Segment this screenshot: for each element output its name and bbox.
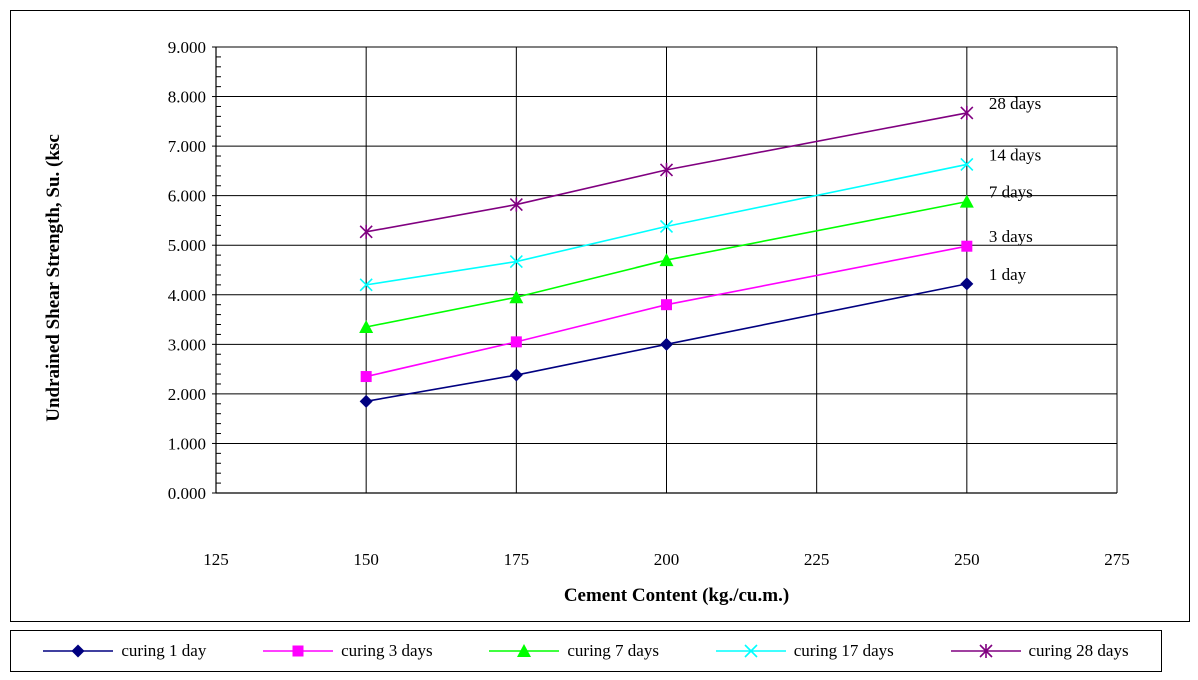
data-point-1-2 <box>509 368 523 382</box>
legend-marker-1 <box>71 644 85 658</box>
legend-swatch-5 <box>950 644 1021 658</box>
legend-marker-5 <box>978 644 993 658</box>
legend-swatch-4 <box>715 644 786 658</box>
data-point-4-3 <box>659 219 674 233</box>
legend-swatch-1 <box>43 644 114 658</box>
x-tick-label-1: 150 <box>353 550 379 569</box>
data-point-4-2 <box>509 255 523 269</box>
data-point-2-4 <box>961 240 973 252</box>
legend-marker-2 <box>292 645 304 657</box>
legend-item-5: curing 28 days <box>950 641 1129 661</box>
legend-item-1: curing 1 day <box>43 641 206 661</box>
data-point-1-1 <box>359 394 373 408</box>
data-point-5-2 <box>509 197 523 212</box>
legend-label-3: curing 7 days <box>567 641 659 660</box>
y-tick-label-1: 1.000 <box>168 434 206 453</box>
y-axis-title: Undrained Shear Strength, Su. (ksc <box>43 134 64 422</box>
data-point-4-1 <box>359 278 373 292</box>
legend-label-5: curing 28 days <box>1028 641 1129 660</box>
x-tick-label-6: 275 <box>1104 550 1130 569</box>
y-tick-label-2: 2.000 <box>168 385 206 404</box>
series-end-label-1: 1 day <box>989 265 1027 284</box>
data-point-3-1 <box>359 319 374 333</box>
data-point-3-3 <box>659 253 674 267</box>
legend-item-4: curing 17 days <box>715 641 894 661</box>
legend-item-2: curing 3 days <box>263 641 433 661</box>
legend-marker-4 <box>744 644 758 658</box>
data-point-2-1 <box>360 371 372 383</box>
data-point-4-4 <box>960 157 974 172</box>
legend-swatch-3 <box>489 644 560 657</box>
series-1: 1 day <box>359 265 1027 408</box>
y-tick-label-3: 3.000 <box>168 335 206 354</box>
line-chart: 0.000 1.000 2.000 3.000 4.000 5.000 6.000 7.000… <box>43 38 1130 606</box>
legend-label-4: curing 17 days <box>793 641 894 660</box>
series-end-label-5: 28 days <box>989 94 1041 113</box>
x-tick-label-5: 250 <box>954 550 980 569</box>
data-point-5-1 <box>359 224 373 239</box>
series-end-label-3: 7 days <box>989 183 1033 202</box>
series-line-2 <box>365 245 967 378</box>
data-point-3-2 <box>509 290 524 304</box>
y-tick-label-9: 9.000 <box>168 38 206 57</box>
data-point-3-4 <box>959 194 974 208</box>
legend-swatch-2 <box>263 645 334 657</box>
y-tick-label-5: 5.000 <box>168 236 206 255</box>
series-line-3 <box>366 200 967 328</box>
data-point-5-4 <box>960 105 974 120</box>
legend-marker-3 <box>517 644 532 657</box>
series-end-label-2: 3 days <box>989 227 1033 246</box>
data-point-5-3 <box>659 162 674 177</box>
legend-label-1: curing 1 day <box>121 641 207 660</box>
series-4: 14 days <box>359 145 1041 292</box>
y-tick-label-6: 6.000 <box>168 187 206 206</box>
y-tick-label-4: 4.000 <box>168 286 206 305</box>
legend-label-2: curing 3 days <box>341 641 433 660</box>
series-line-4 <box>366 163 967 286</box>
x-tick-label-3: 200 <box>654 550 680 569</box>
data-point-1-4 <box>960 277 974 291</box>
legend: curing 1 day curing 3 days curing 7 days cu… <box>10 630 1162 672</box>
data-point-1-3 <box>660 337 673 351</box>
series-line-5 <box>366 112 967 233</box>
y-tick-label-7: 7.000 <box>168 137 206 156</box>
series-3: 7 days <box>359 183 1033 333</box>
series-end-label-4: 14 days <box>989 145 1041 164</box>
series-line-1 <box>366 283 967 403</box>
gridlines <box>216 46 1118 493</box>
series-2: 3 days <box>360 227 1033 383</box>
y-tick-label-0: 0.000 <box>168 484 206 503</box>
x-tick-label-0: 125 <box>203 550 229 569</box>
data-point-2-3 <box>661 299 672 311</box>
x-axis-title: Cement Content (kg./cu.m.) <box>564 585 789 606</box>
chart-area: 0.000 1.000 2.000 3.000 4.000 5.000 6.000 7.000… <box>10 10 1190 622</box>
data-point-2-2 <box>510 336 522 348</box>
x-tick-label-2: 175 <box>504 550 530 569</box>
legend-item-3: curing 7 days <box>489 641 659 661</box>
series-5: 28 days <box>359 94 1041 239</box>
y-tick-label-8: 8.000 <box>168 88 206 107</box>
x-tick-label-4: 225 <box>804 550 830 569</box>
